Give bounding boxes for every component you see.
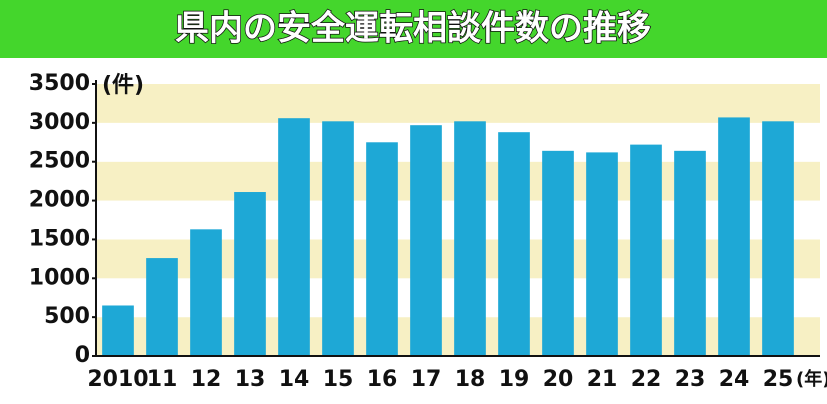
bar: [278, 118, 310, 357]
bar: [454, 121, 486, 356]
x-tick-label: 22: [631, 367, 662, 392]
x-tick-label: 24: [719, 367, 750, 392]
x-tick-label: 16: [367, 367, 398, 392]
bar: [146, 258, 178, 356]
x-tick-label: 15: [323, 367, 354, 392]
x-tick-label: 14: [279, 367, 310, 392]
x-tick-label: 23: [675, 367, 706, 392]
bar: [322, 121, 354, 356]
x-tick-label: 17: [411, 367, 442, 392]
bar: [366, 142, 398, 356]
chart-title: 県内の安全運転相談件数の推移: [175, 9, 651, 49]
bar: [498, 132, 530, 356]
bar: [542, 150, 574, 356]
grid-band: [96, 84, 820, 123]
bar: [630, 144, 662, 356]
y-tick-label: 1500: [29, 226, 90, 251]
y-tick-label: 3500: [29, 71, 90, 96]
bar: [674, 150, 706, 356]
x-unit: (年): [796, 368, 827, 390]
x-tick-label: 20: [543, 367, 574, 392]
y-tick-label: 2500: [29, 149, 90, 174]
y-tick-label: 2000: [29, 188, 90, 213]
y-tick-label: 500: [44, 304, 90, 329]
x-tick-label: 18: [455, 367, 486, 392]
bar: [718, 117, 750, 356]
bar: [762, 121, 794, 356]
y-unit: (件): [102, 73, 144, 98]
x-tick-label: 19: [499, 367, 530, 392]
x-tick-label: 13: [235, 367, 266, 392]
bar: [234, 192, 266, 356]
bar: [190, 229, 222, 356]
x-tick-label: 12: [191, 367, 222, 392]
bar: [102, 305, 134, 356]
bar: [410, 125, 442, 356]
title-bar: [0, 0, 827, 58]
x-tick-label: 25: [763, 367, 794, 392]
bar: [586, 152, 618, 356]
y-tick-label: 1000: [29, 265, 90, 290]
y-tick-label: 3000: [29, 110, 90, 135]
x-tick-label: 2010: [87, 367, 148, 392]
x-tick-label: 21: [587, 367, 618, 392]
y-tick-label: 0: [75, 343, 90, 368]
x-tick-label: 11: [147, 367, 178, 392]
